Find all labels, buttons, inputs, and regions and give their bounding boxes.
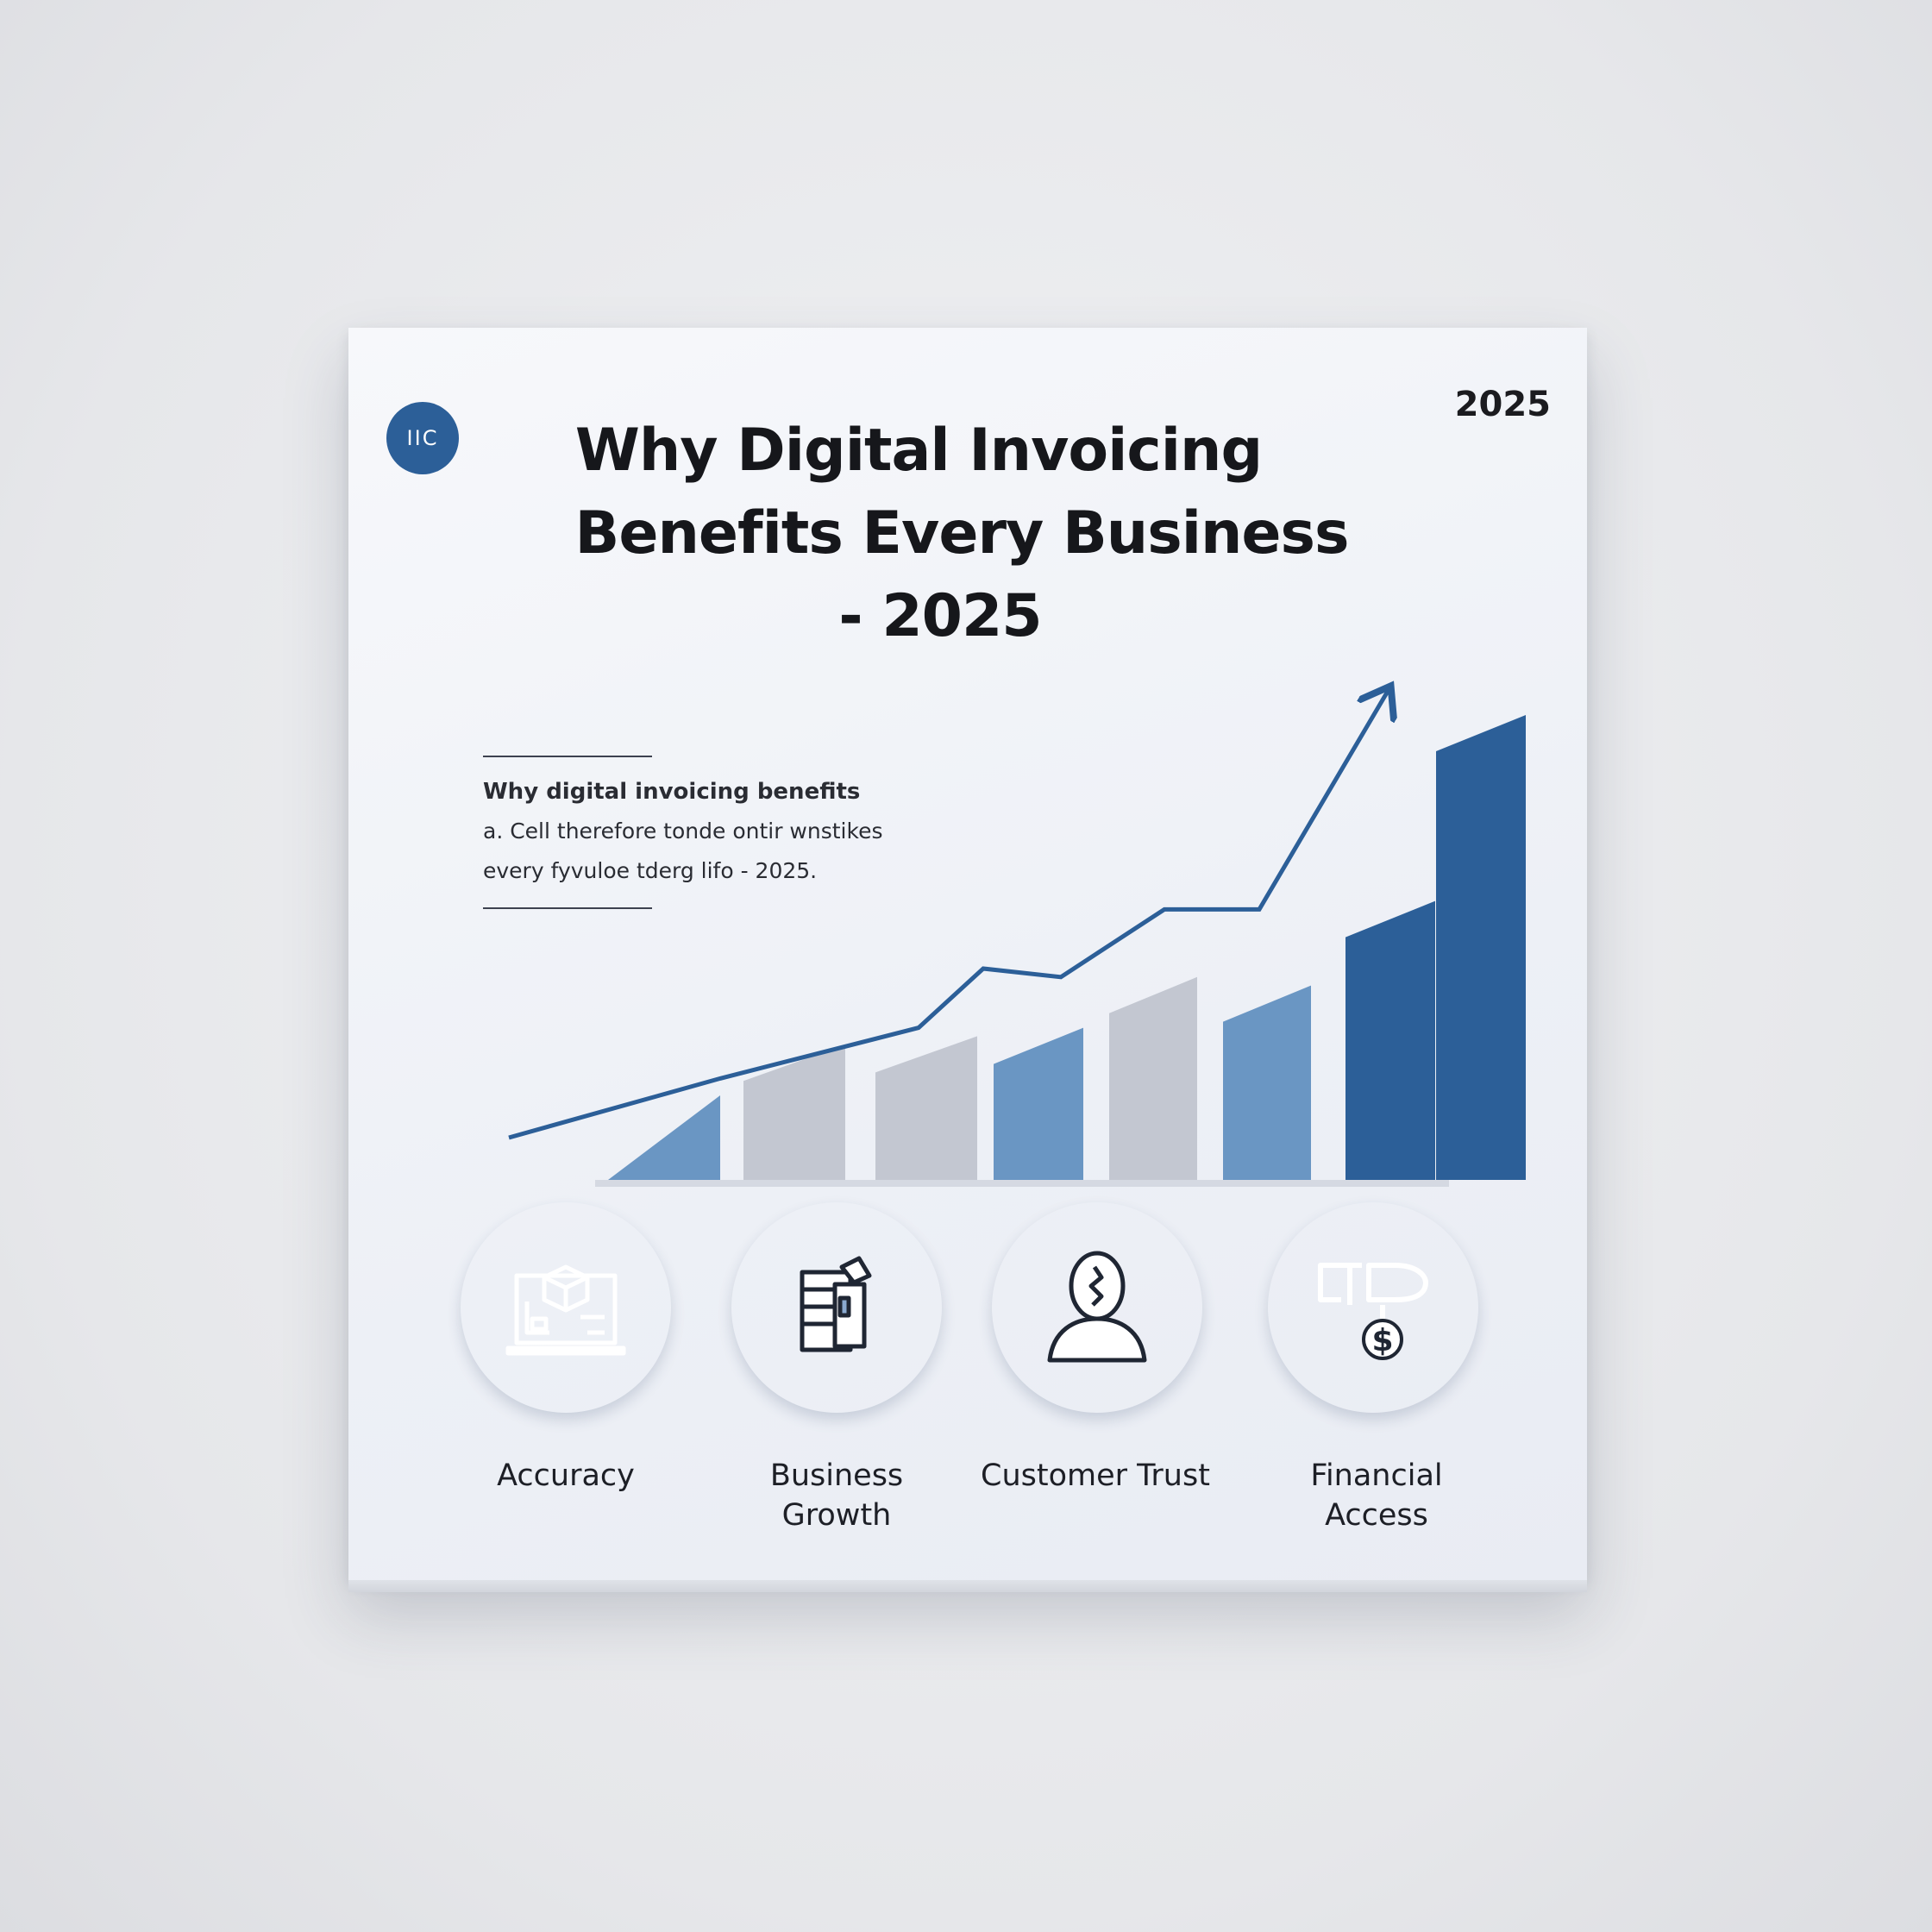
laptop-box-icon [501, 1250, 630, 1365]
subtitle-line-2: a. Cell therefore tonde ontir wnstikes [483, 819, 883, 844]
card-edge [348, 1580, 1587, 1592]
chart-bar-1 [608, 1095, 720, 1180]
subtitle-line-1: Why digital invoicing benefits [483, 779, 861, 805]
chart-bar-8 [1436, 715, 1526, 1180]
title-line-1: Why Digital Invoicing [574, 417, 1263, 485]
page-title: Why Digital Invoicing Benefits Every Bus… [535, 410, 1380, 658]
chart-bar-6 [1223, 985, 1311, 1180]
chart-baseline [595, 1180, 1449, 1187]
chart-bar-2 [743, 1044, 845, 1180]
subtitle-line-3: every fyvuloe tderg lifo - 2025. [483, 858, 818, 883]
trust-circle [992, 1202, 1202, 1413]
trend-arrow-line [508, 690, 1389, 1140]
year-badge: 2025 [1454, 385, 1551, 424]
financial-circle: $ [1268, 1202, 1478, 1413]
svg-text:$: $ [1371, 1323, 1393, 1358]
accuracy-circle [461, 1202, 671, 1413]
person-icon [1032, 1241, 1162, 1374]
title-line-2: Benefits Every Business [574, 499, 1350, 568]
brand-logo: IIC [386, 402, 459, 474]
chart-bar-4 [994, 1027, 1083, 1180]
subtitle-rule-bottom [483, 907, 652, 909]
benefit-label-trust: Customer Trust [981, 1458, 1210, 1493]
benefit-label-accuracy: Accuracy [497, 1458, 635, 1493]
dollar-coin-icon: $ [1308, 1241, 1438, 1374]
subtitle-rule-top [483, 756, 652, 757]
chart-bar-3 [875, 1036, 977, 1180]
chart-bar-7 [1346, 900, 1435, 1180]
chart-bar-5 [1109, 976, 1197, 1180]
document-stack-icon [785, 1250, 888, 1365]
benefit-label-financial: Financial Access [1310, 1458, 1443, 1533]
title-line-3: - 2025 [838, 582, 1042, 650]
growth-circle [731, 1202, 942, 1413]
benefit-label-growth: Business Growth [769, 1458, 904, 1533]
subtitle-block: Why digital invoicing benefits a. Cell t… [483, 772, 883, 891]
